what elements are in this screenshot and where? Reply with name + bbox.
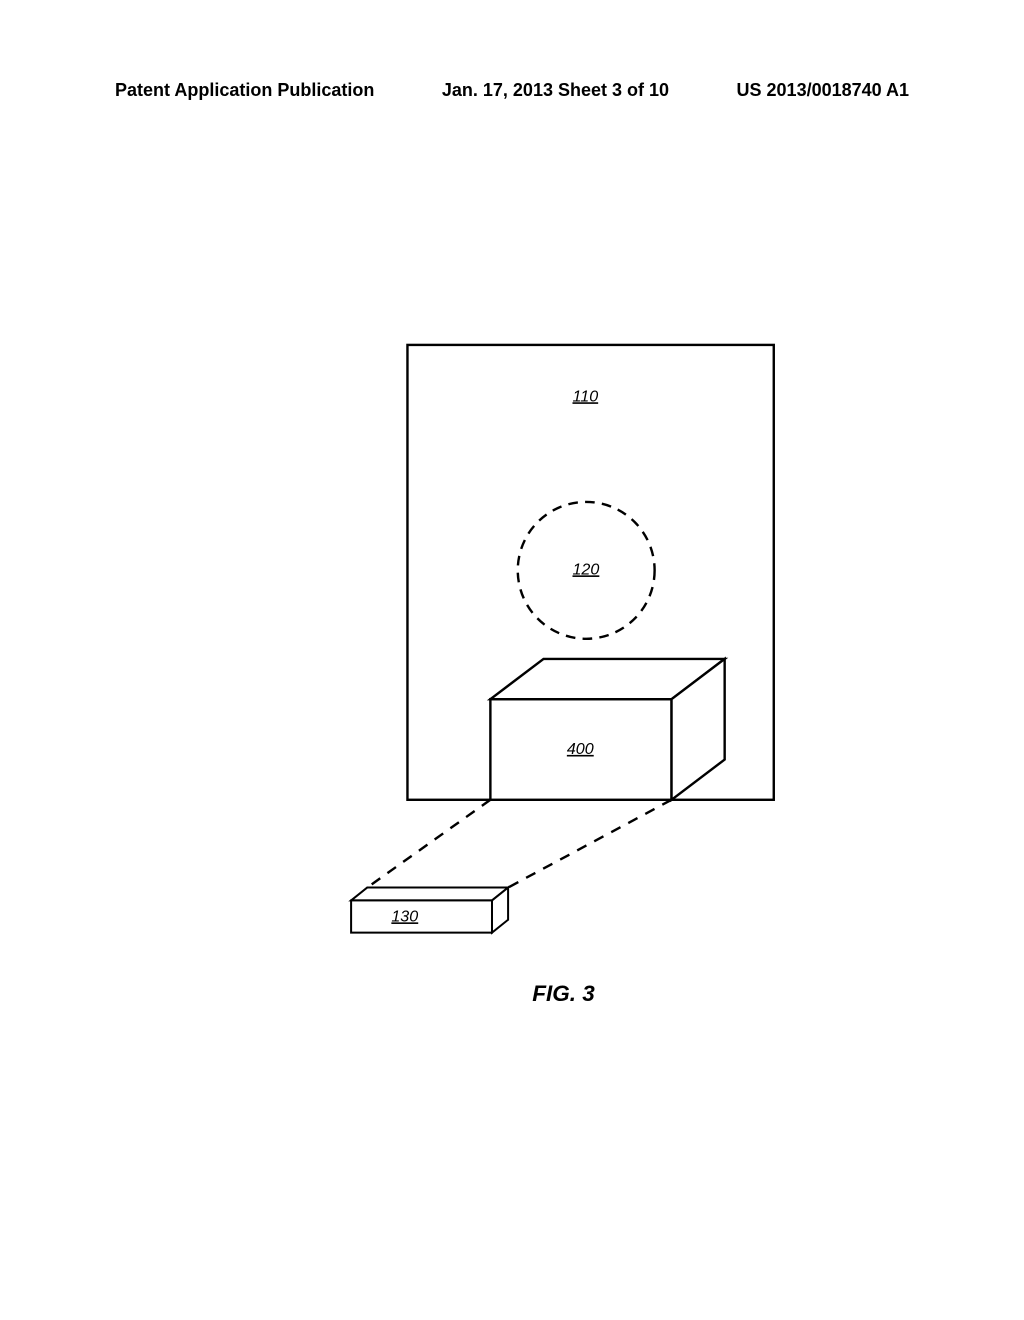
small-box-top — [351, 888, 508, 901]
ref-130: 130 — [391, 907, 418, 925]
patent-figure: 110 120 400 130 FIG. 3 — [335, 265, 810, 1085]
ref-110: 110 — [573, 387, 599, 405]
projection-line-right — [508, 800, 671, 888]
figure-svg: 110 120 400 130 FIG. 3 — [335, 265, 810, 1085]
figure-label: FIG. 3 — [532, 981, 595, 1006]
small-box-front — [351, 900, 492, 932]
ref-120: 120 — [573, 560, 600, 578]
projection-line-left — [367, 800, 490, 888]
page-header: Patent Application Publication Jan. 17, … — [0, 80, 1024, 101]
header-right: US 2013/0018740 A1 — [737, 80, 909, 101]
header-center: Jan. 17, 2013 Sheet 3 of 10 — [442, 80, 669, 101]
ref-400: 400 — [567, 740, 594, 758]
header-left: Patent Application Publication — [115, 80, 374, 101]
